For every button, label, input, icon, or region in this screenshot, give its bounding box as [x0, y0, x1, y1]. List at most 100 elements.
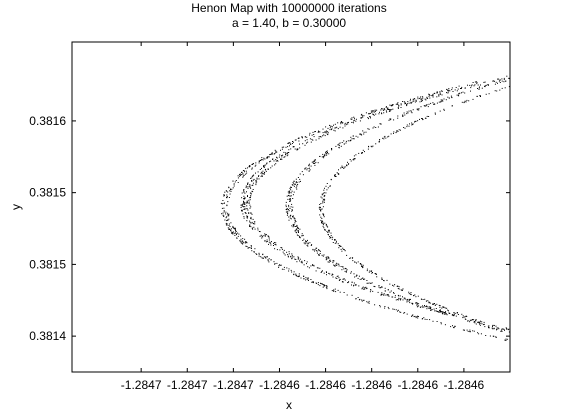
scatter-point: [284, 254, 286, 256]
scatter-point: [354, 117, 355, 119]
scatter-point: [417, 317, 419, 319]
scatter-point: [380, 123, 382, 125]
scatter-point: [407, 298, 409, 300]
scatter-point: [258, 252, 260, 254]
scatter-point: [347, 140, 349, 142]
scatter-point: [268, 258, 270, 260]
scatter-point: [331, 149, 333, 151]
scatter-point: [313, 264, 315, 266]
scatter-point: [393, 285, 395, 287]
scatter-point: [287, 211, 289, 213]
scatter-point: [389, 291, 391, 293]
scatter-point: [414, 294, 416, 296]
scatter-point: [366, 268, 368, 270]
scatter-point: [396, 131, 398, 133]
scatter-point: [337, 243, 339, 245]
scatter-point: [326, 153, 328, 155]
scatter-point: [321, 220, 323, 222]
scatter-point: [307, 266, 309, 268]
scatter-point: [418, 109, 420, 111]
scatter-point: [267, 256, 268, 258]
scatter-point: [322, 135, 324, 137]
scatter-point: [323, 200, 325, 202]
scatter-point: [271, 152, 273, 154]
scatter-point: [497, 82, 498, 84]
scatter-point: [311, 138, 313, 140]
scatter-point: [372, 145, 374, 147]
scatter-point: [259, 235, 261, 237]
x-tick-label: -1.2847: [121, 378, 162, 392]
scatter-point: [306, 139, 308, 141]
scatter-point: [275, 151, 277, 153]
scatter-point: [246, 220, 248, 222]
scatter-point: [292, 182, 294, 184]
scatter-point: [299, 143, 300, 145]
scatter-point: [321, 208, 323, 210]
scatter-point: [249, 186, 251, 188]
scatter-point: [366, 288, 368, 290]
scatter-point: [314, 164, 316, 166]
scatter-point: [347, 163, 349, 165]
scatter-point: [333, 124, 334, 126]
scatter-point: [303, 242, 305, 244]
scatter-point: [472, 319, 474, 320]
scatter-point: [226, 220, 228, 222]
scatter-point: [283, 268, 285, 270]
scatter-point: [375, 113, 377, 115]
scatter-point: [243, 201, 245, 203]
scatter-point: [249, 247, 251, 248]
scatter-point: [243, 174, 245, 176]
scatter-point: [332, 260, 334, 262]
scatter-point: [318, 249, 320, 251]
scatter-point: [353, 138, 355, 140]
scatter-point: [241, 171, 242, 173]
scatter-point: [407, 300, 409, 302]
scatter-point: [430, 307, 432, 309]
scatter-point: [353, 282, 355, 284]
scatter-point: [257, 227, 259, 229]
scatter-point: [329, 129, 331, 131]
scatter-point: [239, 173, 240, 175]
scatter-point: [349, 257, 351, 259]
scatter-point: [332, 276, 334, 278]
scatter-point: [373, 110, 375, 112]
scatter-point: [250, 212, 252, 214]
scatter-point: [496, 327, 498, 329]
scatter-point: [391, 105, 393, 107]
scatter-point: [370, 117, 371, 119]
scatter-point: [289, 217, 291, 219]
scatter-point: [295, 229, 297, 231]
scatter-point: [504, 329, 505, 331]
scatter-point: [324, 153, 326, 155]
scatter-point: [314, 250, 315, 252]
scatter-point: [247, 186, 249, 188]
scatter-point: [501, 329, 503, 331]
scatter-point: [247, 187, 249, 189]
scatter-point: [258, 253, 260, 255]
scatter-point: [297, 184, 299, 185]
scatter-point: [275, 163, 277, 165]
scatter-point: [248, 166, 250, 168]
scatter-point: [380, 109, 382, 111]
scatter-point: [379, 305, 381, 306]
scatter-point: [329, 185, 331, 187]
scatter-point: [326, 183, 328, 184]
scatter-point: [428, 116, 430, 117]
scatter-point: [319, 204, 321, 205]
scatter-point: [249, 204, 251, 206]
scatter-point: [270, 167, 272, 169]
scatter-point: [323, 216, 325, 218]
scatter-point: [446, 92, 447, 94]
scatter-point: [282, 154, 284, 156]
scatter-point: [457, 88, 459, 90]
scatter-point: [501, 330, 503, 332]
scatter-point: [403, 101, 405, 103]
scatter-point: [276, 249, 278, 251]
scatter-point: [258, 255, 260, 257]
scatter-point: [417, 316, 419, 317]
scatter-point: [465, 101, 467, 103]
scatter-point: [252, 175, 254, 177]
scatter-point: [341, 142, 343, 143]
scatter-point: [328, 230, 330, 232]
scatter-point: [392, 308, 394, 310]
